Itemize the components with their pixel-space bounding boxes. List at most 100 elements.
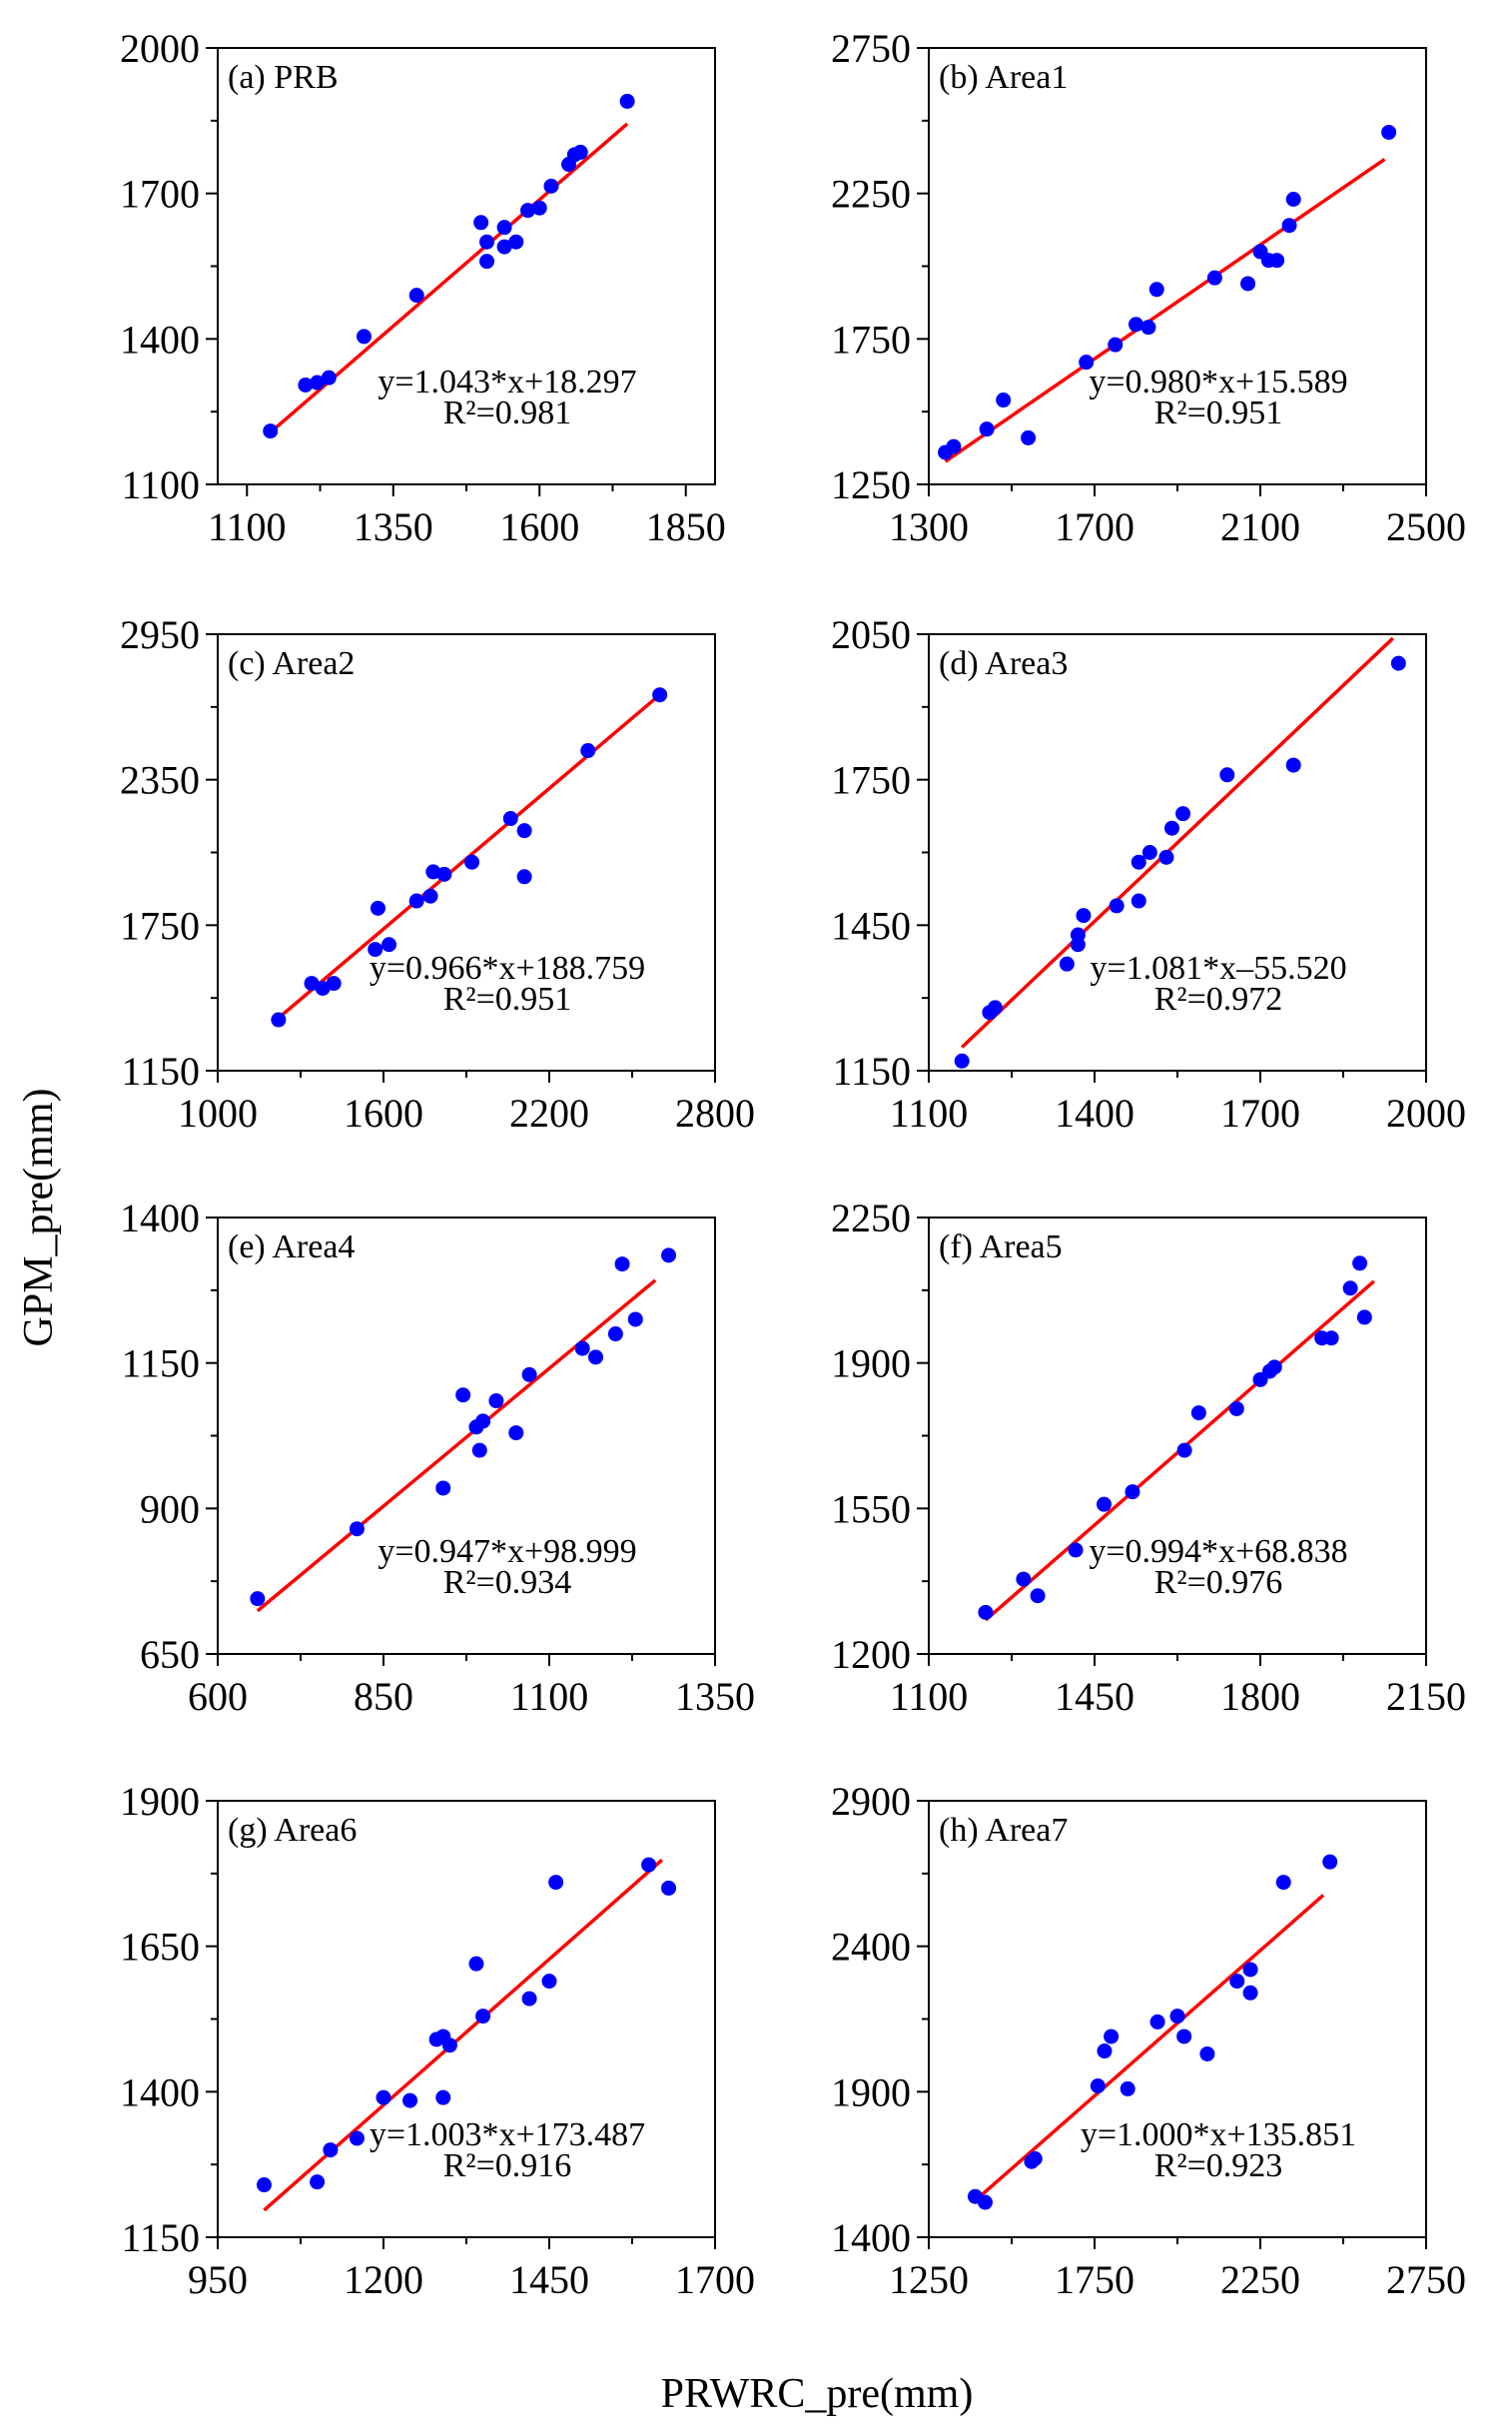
data-point	[508, 1425, 524, 1441]
data-point	[614, 1256, 630, 1272]
y-tick-label: 1150	[121, 2215, 200, 2260]
y-tick-label: 2250	[831, 172, 911, 217]
data-point	[619, 93, 635, 109]
data-point	[310, 2174, 326, 2190]
data-point	[543, 178, 559, 194]
data-point	[475, 2009, 491, 2025]
y-tick-label: 1900	[120, 1779, 200, 1824]
regression-equation: y=1.000*x+135.851	[1081, 2116, 1356, 2153]
y-tick-label: 2400	[831, 1925, 911, 1970]
data-point	[256, 2177, 272, 2193]
data-point	[1120, 2080, 1135, 2096]
x-tick-label: 1200	[344, 2257, 423, 2302]
data-point	[1322, 1854, 1338, 1870]
data-point	[987, 1000, 1003, 1016]
data-point	[321, 370, 337, 386]
panel-6: 950 1200 1450 1700 1150 1400 1650 1900 (g) Area6…	[120, 1779, 755, 2302]
data-point	[548, 1875, 564, 1891]
data-point	[1169, 2009, 1185, 2025]
data-point	[1228, 1400, 1244, 1416]
x-tick-label: 2750	[1386, 2257, 1466, 2302]
data-point	[271, 1012, 287, 1028]
data-point	[661, 1880, 677, 1896]
data-point	[652, 687, 668, 703]
y-tick-label: 1150	[121, 1341, 200, 1386]
x-tick-label: 2250	[1220, 2257, 1300, 2302]
data-point	[954, 1053, 970, 1069]
data-point	[1352, 1255, 1368, 1271]
data-point	[1021, 429, 1037, 445]
data-point	[541, 1974, 557, 1990]
data-point	[572, 144, 588, 160]
data-point	[1108, 337, 1124, 353]
data-point	[521, 1366, 537, 1382]
x-tick-label: 2000	[1386, 1091, 1466, 1136]
data-point	[310, 375, 326, 391]
data-point	[370, 900, 385, 916]
x-tick-label: 1800	[1220, 1674, 1300, 1719]
data-point	[531, 200, 547, 216]
x-tick-label: 1400	[1055, 1091, 1134, 1136]
data-point	[349, 1521, 365, 1537]
data-point	[1059, 956, 1075, 972]
data-point	[408, 893, 424, 909]
y-tick-label: 1150	[832, 1049, 911, 1094]
x-tick-label: 1450	[1055, 1674, 1134, 1719]
data-point	[1148, 282, 1164, 298]
y-tick-label: 2350	[120, 758, 200, 803]
panel-1: 1300 1700 2100 2500 1250 1750 2250 2750 (b) Area…	[831, 26, 1466, 549]
r-squared-label: R²=0.923	[1154, 2147, 1283, 2184]
data-point	[1229, 1974, 1245, 1990]
y-tick-label: 1400	[120, 317, 200, 362]
data-point	[1285, 757, 1301, 773]
data-point	[1096, 1496, 1112, 1512]
x-tick-label: 1100	[890, 1674, 969, 1719]
panel-7: 1250 1750 2250 2750 1400 1900 2400 2900 (h) Area…	[831, 1779, 1466, 2302]
panel-label: (h) Area7	[939, 1812, 1068, 1849]
y-tick-label: 1400	[120, 1196, 200, 1240]
data-point	[464, 854, 480, 870]
r-squared-label: R²=0.916	[443, 2147, 572, 2184]
data-point	[661, 1247, 677, 1263]
data-point	[1030, 1588, 1046, 1604]
x-tick-label: 2200	[509, 1091, 589, 1136]
x-tick-label: 2800	[675, 1091, 755, 1136]
data-point	[1090, 2078, 1106, 2094]
data-point	[468, 1956, 484, 1972]
y-tick-label: 900	[140, 1486, 200, 1531]
x-tick-label: 600	[188, 1674, 248, 1719]
data-point	[436, 866, 452, 882]
x-tick-label: 1100	[510, 1674, 589, 1719]
r-squared-label: R²=0.972	[1154, 981, 1283, 1018]
x-tick-label: 2100	[1220, 504, 1300, 549]
r-squared-label: R²=0.976	[1154, 1564, 1283, 1601]
data-point	[471, 1442, 487, 1458]
data-point	[1381, 124, 1397, 140]
data-point	[1131, 854, 1146, 870]
data-point	[1242, 1985, 1258, 2001]
panel-label: (a) PRB	[228, 59, 339, 96]
data-point	[1079, 355, 1095, 371]
x-tick-label: 1100	[890, 1091, 969, 1136]
data-point	[1149, 2014, 1165, 2030]
panel-label: (c) Area2	[228, 645, 355, 682]
data-point	[1281, 218, 1297, 234]
fit-line	[944, 157, 1386, 463]
panel-grid: 1100 1350 1600 1850 1100 1400 1700 2000 (a) PRB y…	[120, 26, 1466, 2302]
regression-equation: y=1.003*x+173.487	[370, 2116, 645, 2153]
fit-line	[256, 1278, 657, 1613]
data-point	[1242, 1962, 1258, 1978]
data-point	[977, 2194, 993, 2210]
panel-label: (d) Area3	[939, 645, 1068, 682]
data-point	[356, 329, 372, 345]
data-point	[978, 1604, 994, 1620]
data-point	[488, 1393, 504, 1409]
x-tick-label: 1750	[1055, 2257, 1134, 2302]
x-tick-label: 1600	[499, 504, 579, 549]
data-point	[1097, 2043, 1113, 2059]
panel-0: 1100 1350 1600 1850 1100 1400 1700 2000 (a) PRB y…	[120, 26, 726, 549]
data-point	[250, 1591, 266, 1607]
x-tick-label: 950	[188, 2257, 248, 2302]
data-point	[479, 234, 495, 250]
